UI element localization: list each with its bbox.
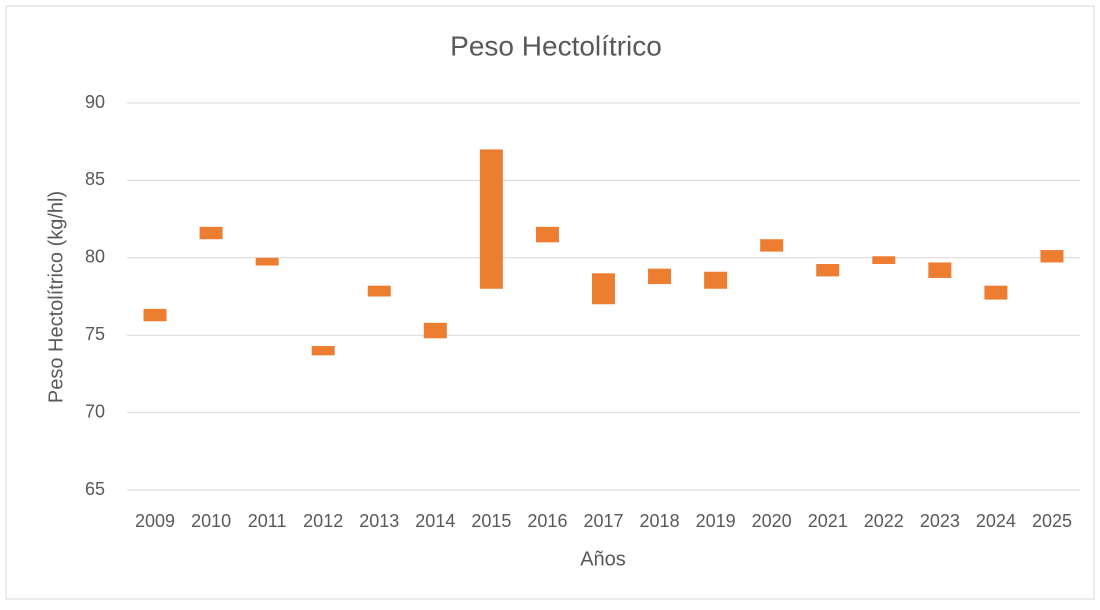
bar xyxy=(816,263,840,277)
y-tick-label: 80 xyxy=(85,247,105,267)
x-tick-label: 2025 xyxy=(1032,511,1072,531)
x-tick-label: 2017 xyxy=(583,511,623,531)
bar xyxy=(255,257,279,266)
bar xyxy=(592,273,615,305)
x-tick-label: 2018 xyxy=(640,511,680,531)
x-tick-label: 2021 xyxy=(808,511,848,531)
x-tick-label: 2011 xyxy=(248,511,287,531)
bar xyxy=(928,262,952,278)
bar xyxy=(311,346,335,356)
x-tick-label: 2012 xyxy=(303,511,343,531)
bar xyxy=(367,285,391,297)
y-tick-label: 65 xyxy=(85,479,105,499)
bar xyxy=(760,239,784,252)
bar xyxy=(199,226,223,240)
chart-title: Peso Hectolítrico xyxy=(450,30,662,61)
bar xyxy=(1040,250,1064,263)
bar xyxy=(479,149,503,289)
x-tick-label: 2020 xyxy=(752,511,792,531)
y-tick-label: 90 xyxy=(85,92,105,112)
x-tick-label: 2013 xyxy=(359,511,399,531)
bar xyxy=(535,226,559,243)
x-tick-label: 2019 xyxy=(696,511,736,531)
bar xyxy=(872,256,896,264)
x-tick-label: 2015 xyxy=(471,511,511,531)
chart-border xyxy=(5,5,1095,600)
y-tick-label: 85 xyxy=(85,169,105,189)
bar xyxy=(143,308,167,322)
bar xyxy=(704,271,728,289)
bar xyxy=(984,285,1008,300)
x-tick-label: 2023 xyxy=(920,511,960,531)
x-tick-label: 2009 xyxy=(135,511,175,531)
bar xyxy=(423,322,447,339)
x-tick-label: 2016 xyxy=(527,511,567,531)
x-tick-label: 2014 xyxy=(415,511,455,531)
x-tick-label: 2010 xyxy=(191,511,231,531)
y-tick-label: 75 xyxy=(85,324,105,344)
x-tick-label: 2024 xyxy=(976,511,1016,531)
x-tick-label: 2022 xyxy=(864,511,904,531)
y-axis-label: Peso Hectolítrico (kg/hl) xyxy=(45,191,67,403)
bar xyxy=(648,268,672,285)
y-tick-label: 70 xyxy=(85,401,105,421)
x-axis-label: Años xyxy=(580,548,626,570)
